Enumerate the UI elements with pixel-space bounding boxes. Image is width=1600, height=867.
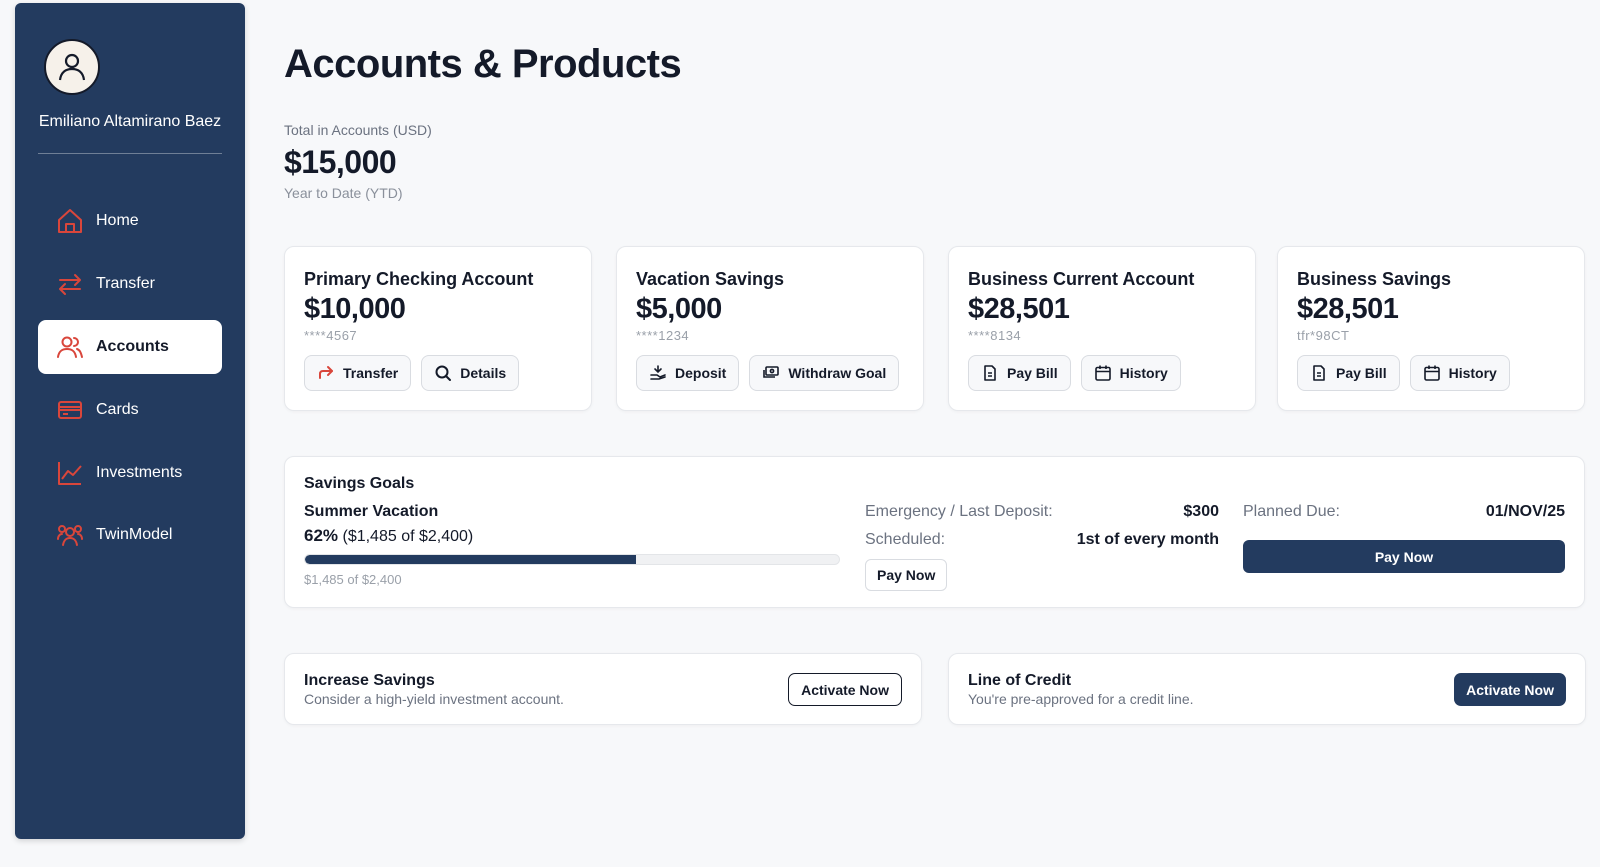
account-name: Business Current Account — [968, 269, 1195, 289]
credit-card-icon — [56, 396, 84, 424]
button-label: History — [1119, 365, 1168, 381]
button-label: Deposit — [675, 365, 727, 381]
user-name: Emiliano Altamirano Baez — [38, 113, 222, 130]
transfer-button[interactable]: Transfer — [304, 355, 412, 391]
goal-progress-caption: $1,485 of $2,400 — [304, 572, 402, 587]
account-number: ****8134 — [968, 328, 1022, 343]
goal-progress-fill — [305, 555, 637, 564]
details-button[interactable]: Details — [421, 355, 520, 391]
goal-progress-bar — [304, 554, 840, 565]
account-card-business-current: Business Current Account $28,501 ****813… — [948, 246, 1256, 411]
redo-arrow-icon — [317, 364, 335, 382]
promo-card-increase-savings: Increase Savings Consider a high-yield i… — [284, 653, 922, 725]
promo-card-line-of-credit: Line of Credit You're pre-approved for a… — [948, 653, 1586, 725]
search-icon — [434, 364, 452, 382]
account-name: Primary Checking Account — [304, 269, 534, 289]
account-number: tfr*98CT — [1297, 328, 1350, 343]
account-number: ****4567 — [304, 328, 358, 343]
cash-icon — [762, 364, 780, 382]
withdraw-goal-button[interactable]: Withdraw Goal — [749, 355, 900, 391]
button-label: Pay Bill — [1336, 365, 1387, 381]
button-label: Pay Bill — [1007, 365, 1058, 381]
user-avatar-icon[interactable] — [44, 39, 100, 95]
button-label: History — [1448, 365, 1497, 381]
sidebar-item-label: Cards — [96, 401, 139, 418]
history-button[interactable]: History — [1409, 355, 1510, 391]
emergency-label: Emergency / Last Deposit: — [865, 503, 1053, 520]
document-icon — [1310, 364, 1328, 382]
document-icon — [981, 364, 999, 382]
savings-goals-title: Savings Goals — [304, 475, 415, 492]
pay-bill-button[interactable]: Pay Bill — [1297, 355, 1400, 391]
promo-subtitle: You're pre-approved for a credit line. — [968, 691, 1194, 707]
twin-users-icon — [56, 521, 84, 549]
chart-line-icon — [56, 459, 84, 487]
transfer-arrows-icon — [56, 270, 84, 298]
goal-amount: ($1,485 of $2,400) — [342, 528, 474, 545]
sidebar-item-home[interactable]: Home — [38, 194, 222, 248]
deposit-icon — [649, 364, 667, 382]
goal-percent: 62% — [304, 526, 339, 545]
sidebar: Emiliano Altamirano Baez Home Transfer A… — [15, 3, 245, 839]
account-name: Vacation Savings — [636, 269, 785, 289]
page-title: Accounts & Products — [284, 42, 682, 86]
account-number: ****1234 — [636, 328, 690, 343]
sidebar-item-cards[interactable]: Cards — [38, 383, 222, 437]
promo-subtitle: Consider a high-yield investment account… — [304, 691, 564, 707]
total-label: Total in Accounts (USD) — [284, 122, 432, 138]
total-subtitle: Year to Date (YTD) — [284, 185, 403, 201]
scheduled-value: 1st of every month — [1076, 531, 1219, 548]
savings-goals-card: Savings Goals Summer Vacation 62% ($1,48… — [284, 456, 1585, 608]
button-label: Transfer — [343, 365, 399, 381]
sidebar-item-label: TwinModel — [96, 526, 173, 543]
planned-due-value: 01/NOV/25 — [1485, 503, 1565, 520]
sidebar-item-twinmodel[interactable]: TwinModel — [38, 508, 222, 562]
sidebar-item-accounts[interactable]: Accounts — [38, 320, 222, 374]
sidebar-item-investments[interactable]: Investments — [38, 446, 222, 500]
sidebar-item-label: Accounts — [96, 338, 169, 355]
button-label: Details — [460, 365, 507, 381]
account-balance: $28,501 — [1297, 293, 1399, 325]
history-button[interactable]: History — [1080, 355, 1181, 391]
calendar-icon — [1094, 364, 1112, 382]
account-card-primary-checking: Primary Checking Account $10,000 ****456… — [284, 246, 592, 411]
calendar-icon — [1423, 364, 1441, 382]
sidebar-divider — [38, 153, 222, 154]
sidebar-item-label: Investments — [96, 464, 183, 481]
sidebar-item-label: Home — [96, 212, 139, 229]
account-card-business-savings: Business Savings $28,501 tfr*98CT Pay Bi… — [1277, 246, 1585, 411]
emergency-value: $300 — [1183, 503, 1219, 520]
promo-title: Increase Savings — [304, 672, 435, 689]
home-icon — [56, 207, 84, 235]
goal-progress-text: 62% ($1,485 of $2,400) — [304, 526, 473, 546]
pay-bill-button[interactable]: Pay Bill — [968, 355, 1071, 391]
sidebar-item-label: Transfer — [96, 275, 155, 292]
users-icon — [56, 333, 84, 361]
planned-due-label: Planned Due: — [1243, 503, 1340, 520]
pay-now-button[interactable]: Pay Now — [865, 559, 948, 591]
button-label: Withdraw Goal — [788, 365, 887, 381]
deposit-button[interactable]: Deposit — [636, 355, 740, 391]
account-balance: $28,501 — [968, 293, 1070, 325]
account-name: Business Savings — [1297, 269, 1452, 289]
promo-title: Line of Credit — [968, 672, 1072, 689]
sidebar-item-transfer[interactable]: Transfer — [38, 257, 222, 311]
pay-now-primary-button[interactable]: Pay Now — [1243, 540, 1565, 573]
account-balance: $5,000 — [636, 293, 722, 325]
total-value: $15,000 — [284, 144, 397, 180]
account-balance: $10,000 — [304, 293, 406, 325]
account-card-vacation-savings: Vacation Savings $5,000 ****1234 Deposit… — [616, 246, 924, 411]
activate-now-primary-button[interactable]: Activate Now — [1454, 673, 1566, 706]
activate-now-button[interactable]: Activate Now — [788, 673, 902, 706]
goal-name: Summer Vacation — [304, 503, 439, 520]
scheduled-label: Scheduled: — [865, 531, 946, 548]
